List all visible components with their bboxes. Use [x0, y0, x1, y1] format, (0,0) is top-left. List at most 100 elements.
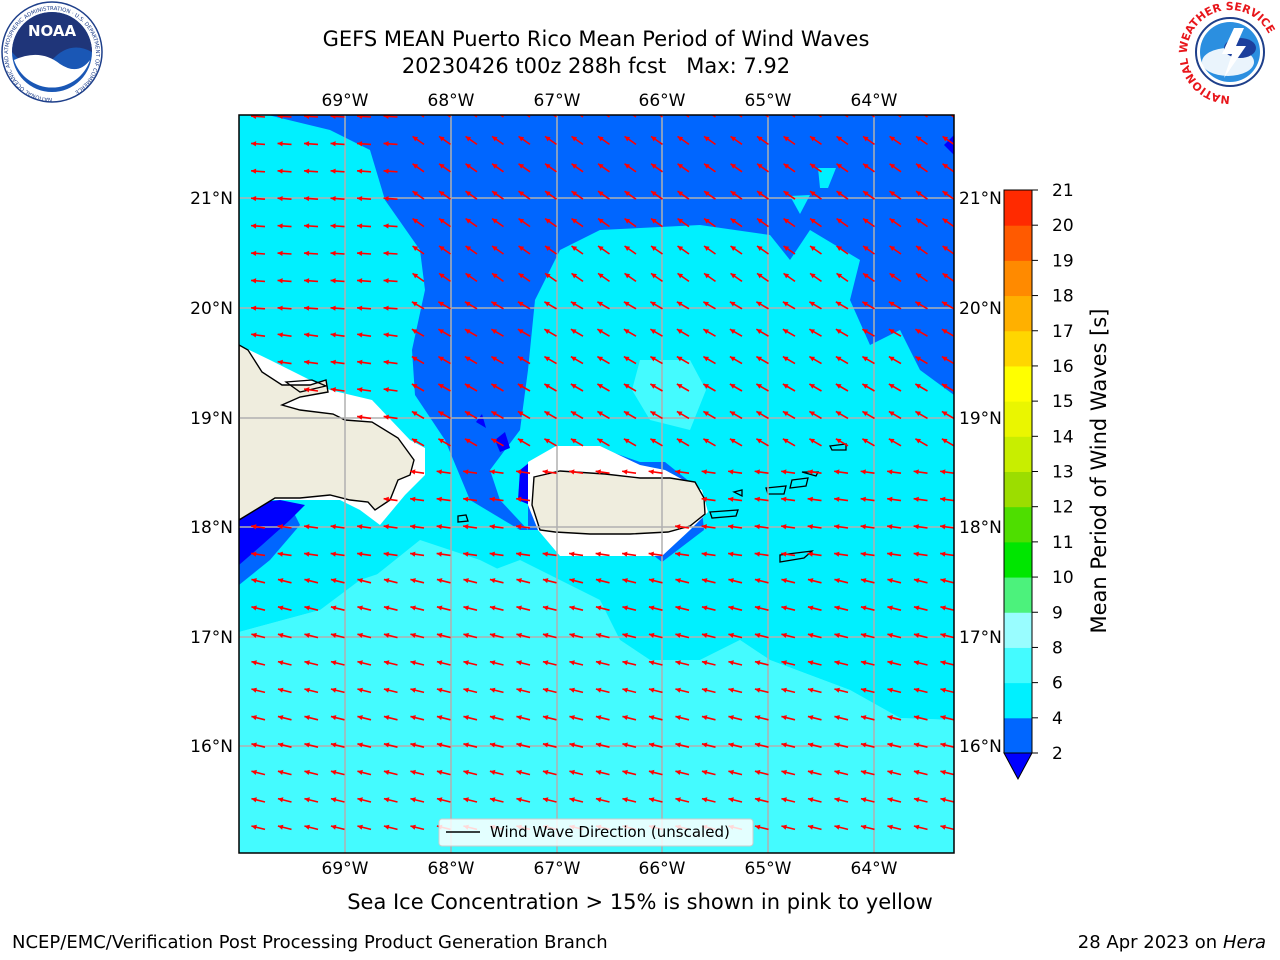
wind-wave-arrowhead [889, 218, 896, 224]
wind-wave-arrowhead [675, 660, 681, 666]
wind-wave-arrowhead [730, 273, 737, 279]
wind-wave-arrowhead [516, 551, 522, 557]
colorbar-segment [1004, 295, 1032, 332]
wind-wave-arrowhead [887, 715, 893, 721]
wind-wave-arrowhead [888, 356, 895, 362]
wind-wave-arrowhead [677, 245, 684, 251]
wind-wave-arrowhead [834, 824, 840, 830]
wind-wave-arrowhead [542, 551, 548, 557]
wind-wave-arrowhead [357, 551, 363, 557]
wind-wave-arrowhead [701, 769, 708, 775]
wind-wave-arrowhead [942, 163, 949, 169]
wind-wave-arrowhead [439, 136, 445, 142]
wind-wave-arrowhead [703, 411, 710, 417]
wind-wave-arrowhead [622, 687, 628, 693]
wind-wave-arrowhead [915, 329, 922, 334]
lon-label: 68°W [428, 91, 475, 111]
footer-date: 28 Apr 2023 on Hera [1078, 932, 1266, 953]
wind-wave-arrowhead [834, 769, 840, 775]
wind-wave-arrowhead [834, 496, 840, 502]
wind-wave-arrowhead [863, 273, 869, 279]
wind-wave-arrowhead [436, 605, 443, 611]
wind-wave-arrowhead [492, 191, 498, 197]
wind-wave-arrowhead [383, 332, 389, 338]
wind-wave-arrowhead [464, 356, 471, 362]
legend-label: Wind Wave Direction (unscaled) [490, 823, 730, 841]
wind-wave-arrowhead [648, 769, 655, 775]
wind-wave-arrowhead [570, 411, 577, 417]
wind-wave-arrowhead [860, 632, 867, 638]
wind-wave-arrowhead [383, 223, 389, 229]
wind-wave-arrowhead [464, 384, 471, 389]
wind-wave-arrowhead [675, 551, 681, 557]
wind-wave-arrowhead [701, 605, 708, 611]
wind-wave-arrowhead [383, 250, 389, 256]
wind-wave-arrowhead [915, 356, 922, 362]
wind-wave-arrowhead [304, 524, 310, 530]
wind-wave-arrowhead [357, 824, 363, 830]
wind-wave-arrowhead [860, 715, 867, 721]
wind-wave-arrowhead [383, 687, 390, 693]
wind-wave-arrowhead [277, 278, 283, 284]
wind-wave-arrowhead [675, 469, 681, 475]
wind-wave-arrowhead [728, 551, 734, 557]
wind-wave-arrowhead [835, 438, 842, 444]
wind-wave-arrowhead [940, 632, 946, 638]
wind-wave-arrowhead [489, 769, 496, 775]
wind-wave-arrowhead [863, 136, 869, 142]
wind-wave-arrowhead [598, 109, 604, 114]
wind-wave-arrowhead [277, 769, 284, 775]
wind-wave-arrowhead [624, 273, 631, 279]
nws-logo-icon: NATIONAL WEATHER SERVICE [1177, 0, 1280, 106]
lat-label: 19°N [190, 409, 233, 429]
wind-wave-arrowhead [251, 195, 257, 202]
wind-wave-arrowhead [940, 660, 946, 666]
wind-wave-arrowhead [545, 191, 551, 197]
wind-wave-arrowhead [357, 195, 363, 202]
wind-wave-arrowhead [357, 632, 363, 638]
wind-wave-arrowhead [357, 305, 363, 311]
colorbar-segment [1004, 612, 1032, 648]
lon-label: 66°W [639, 91, 686, 111]
wind-wave-arrowhead [730, 245, 737, 251]
wind-wave-arrowhead [410, 605, 416, 611]
wind-wave-arrowhead [623, 356, 630, 362]
wind-wave-arrowhead [754, 524, 760, 530]
wind-wave-arrowhead [492, 245, 498, 251]
wind-wave-arrowhead [251, 632, 257, 638]
wind-wave-arrowhead [648, 632, 655, 638]
wind-wave-arrowhead [862, 438, 869, 444]
wind-wave-arrowhead [383, 742, 390, 748]
wind-wave-arrowhead [916, 163, 922, 169]
wind-wave-arrowhead [436, 496, 442, 502]
wind-wave-arrowhead [569, 551, 575, 557]
wind-wave-arrowhead [516, 496, 522, 502]
wind-wave-arrowhead [330, 715, 337, 721]
wind-wave-arrowhead [913, 715, 920, 721]
wind-wave-arrowhead [383, 168, 389, 174]
wind-wave-arrowhead [622, 715, 628, 721]
wind-wave-arrowhead [383, 278, 389, 284]
wind-wave-arrowhead [916, 273, 922, 279]
lon-label: 68°W [428, 859, 475, 879]
wind-wave-arrowhead [383, 824, 390, 830]
wind-wave-arrowhead [837, 109, 843, 114]
wind-wave-arrowhead [542, 469, 548, 475]
wind-wave-arrowhead [781, 469, 787, 475]
wind-wave-arrowhead [783, 245, 790, 251]
wind-wave-arrowhead [887, 797, 893, 803]
wind-wave-arrowhead [517, 356, 524, 362]
wind-wave-arrowhead [464, 411, 471, 417]
wind-wave-arrowhead [571, 273, 578, 279]
wind-wave-arrowhead [438, 356, 445, 362]
wind-wave-arrowhead [304, 250, 310, 256]
colorbar-label: Mean Period of Wind Waves [s] [1087, 309, 1111, 634]
colorbar-tick-label: 21 [1052, 181, 1074, 201]
colorbar-segment [1004, 541, 1032, 578]
lon-labels-top: 69°W 68°W 67°W 66°W 65°W 64°W [322, 91, 898, 111]
colorbar-segment [1004, 717, 1032, 754]
wind-wave-arrowhead [438, 438, 445, 444]
wind-wave-arrowhead [728, 797, 734, 803]
wind-wave-arrowhead [304, 141, 310, 147]
wind-wave-arrowhead [411, 301, 418, 307]
